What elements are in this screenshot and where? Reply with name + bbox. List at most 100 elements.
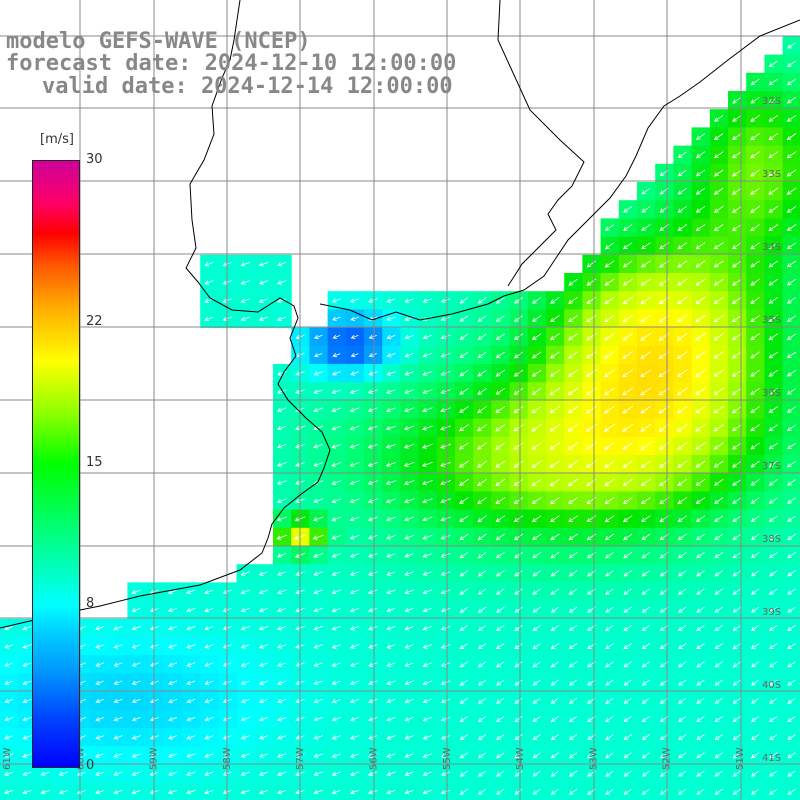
wind-arrow (113, 698, 123, 704)
wind-arrow (532, 715, 541, 722)
wind-arrow (422, 698, 433, 704)
wind-arrow (695, 314, 706, 323)
wind-arrow (349, 534, 360, 540)
wind-arrow (696, 752, 705, 759)
wind-arrow (714, 588, 723, 595)
wind-arrow (459, 515, 469, 523)
wind-arrow (658, 405, 670, 414)
wind-arrow (731, 187, 742, 195)
wind-arrow (459, 351, 469, 359)
wind-arrow (532, 606, 541, 613)
wind-arrow (258, 717, 269, 722)
wind-arrow (204, 735, 214, 740)
wind-arrow (477, 661, 487, 668)
wind-arrow (349, 625, 360, 631)
wind-arrow (258, 589, 269, 595)
wind-arrow (604, 351, 615, 359)
wind-arrow (313, 516, 324, 522)
wind-arrow (750, 369, 760, 377)
wind-arrow (550, 551, 560, 559)
wind-arrow (676, 387, 688, 396)
wind-arrow (713, 351, 724, 359)
wind-arrow (22, 680, 32, 685)
wind-arrow (695, 497, 706, 504)
wind-arrow (477, 697, 487, 704)
wind-arrow (550, 624, 560, 631)
wind-arrow (585, 423, 597, 432)
wind-arrow (277, 789, 287, 795)
wind-arrow (568, 697, 578, 704)
wind-arrow (386, 534, 396, 540)
wind-arrow (204, 644, 214, 649)
wind-arrow (641, 588, 651, 595)
wind-arrow (495, 533, 505, 541)
wind-arrow (331, 480, 342, 485)
wind-arrow (385, 516, 397, 522)
wind-arrow (714, 552, 724, 559)
wind-arrow (731, 278, 742, 286)
wind-arrow (277, 644, 287, 649)
wind-arrow (768, 479, 778, 486)
wind-arrow (750, 296, 760, 304)
wind-arrow (186, 789, 196, 795)
wind-arrow (640, 332, 652, 341)
wind-arrow (440, 425, 452, 431)
wind-arrow (367, 425, 378, 431)
wind-arrow (568, 515, 578, 523)
wind-arrow (695, 369, 706, 377)
wind-arrow (258, 789, 269, 795)
wind-arrow (385, 425, 397, 431)
wind-arrow (732, 570, 742, 577)
wind-arrow (768, 133, 779, 141)
wind-arrow (713, 278, 724, 286)
wind-arrow (678, 770, 687, 777)
wind-arrow (714, 661, 723, 668)
wind-arrow (532, 570, 542, 577)
wind-arrow (787, 624, 796, 631)
wind-arrow (496, 752, 505, 759)
wind-arrow (349, 698, 360, 704)
wind-arrow (732, 661, 742, 668)
wind-arrow (732, 734, 742, 741)
wind-arrow (641, 570, 651, 577)
wind-arrow (350, 334, 359, 339)
wind-arrow (750, 788, 760, 795)
wind-arrow (549, 423, 561, 432)
wind-arrow (149, 626, 160, 631)
wind-arrow (404, 698, 414, 704)
wind-arrow (4, 626, 14, 631)
wind-arrow (276, 407, 287, 413)
wind-arrow (367, 516, 378, 522)
wind-arrow (695, 278, 706, 286)
wind-arrow (386, 625, 396, 631)
wind-arrow (277, 662, 287, 667)
wind-arrow (276, 553, 287, 558)
wind-arrow (496, 661, 505, 668)
wind-arrow (331, 534, 342, 540)
wind-arrow (550, 296, 560, 304)
wind-arrow (549, 442, 561, 450)
wind-arrow (696, 679, 705, 686)
wind-arrow (368, 607, 378, 613)
wind-arrow (695, 187, 706, 195)
wind-arrow (532, 624, 541, 631)
wind-arrow (696, 533, 705, 541)
wind-arrow (768, 60, 778, 67)
wind-arrow (168, 680, 178, 685)
wind-arrow (149, 662, 159, 667)
wind-arrow (514, 297, 523, 304)
wind-arrow (750, 497, 760, 504)
wind-arrow (403, 498, 415, 504)
wind-arrow (750, 734, 760, 741)
wind-arrow (623, 770, 632, 777)
wind-arrow (186, 753, 196, 758)
wind-arrow (531, 515, 542, 523)
wind-arrow (677, 460, 688, 468)
wind-arrow (477, 752, 487, 759)
wind-arrow (313, 389, 324, 394)
wind-arrow (496, 643, 505, 650)
wind-arrow (732, 715, 742, 722)
wind-arrow (605, 679, 614, 686)
wind-arrow (403, 480, 415, 486)
wind-arrow (641, 661, 651, 668)
